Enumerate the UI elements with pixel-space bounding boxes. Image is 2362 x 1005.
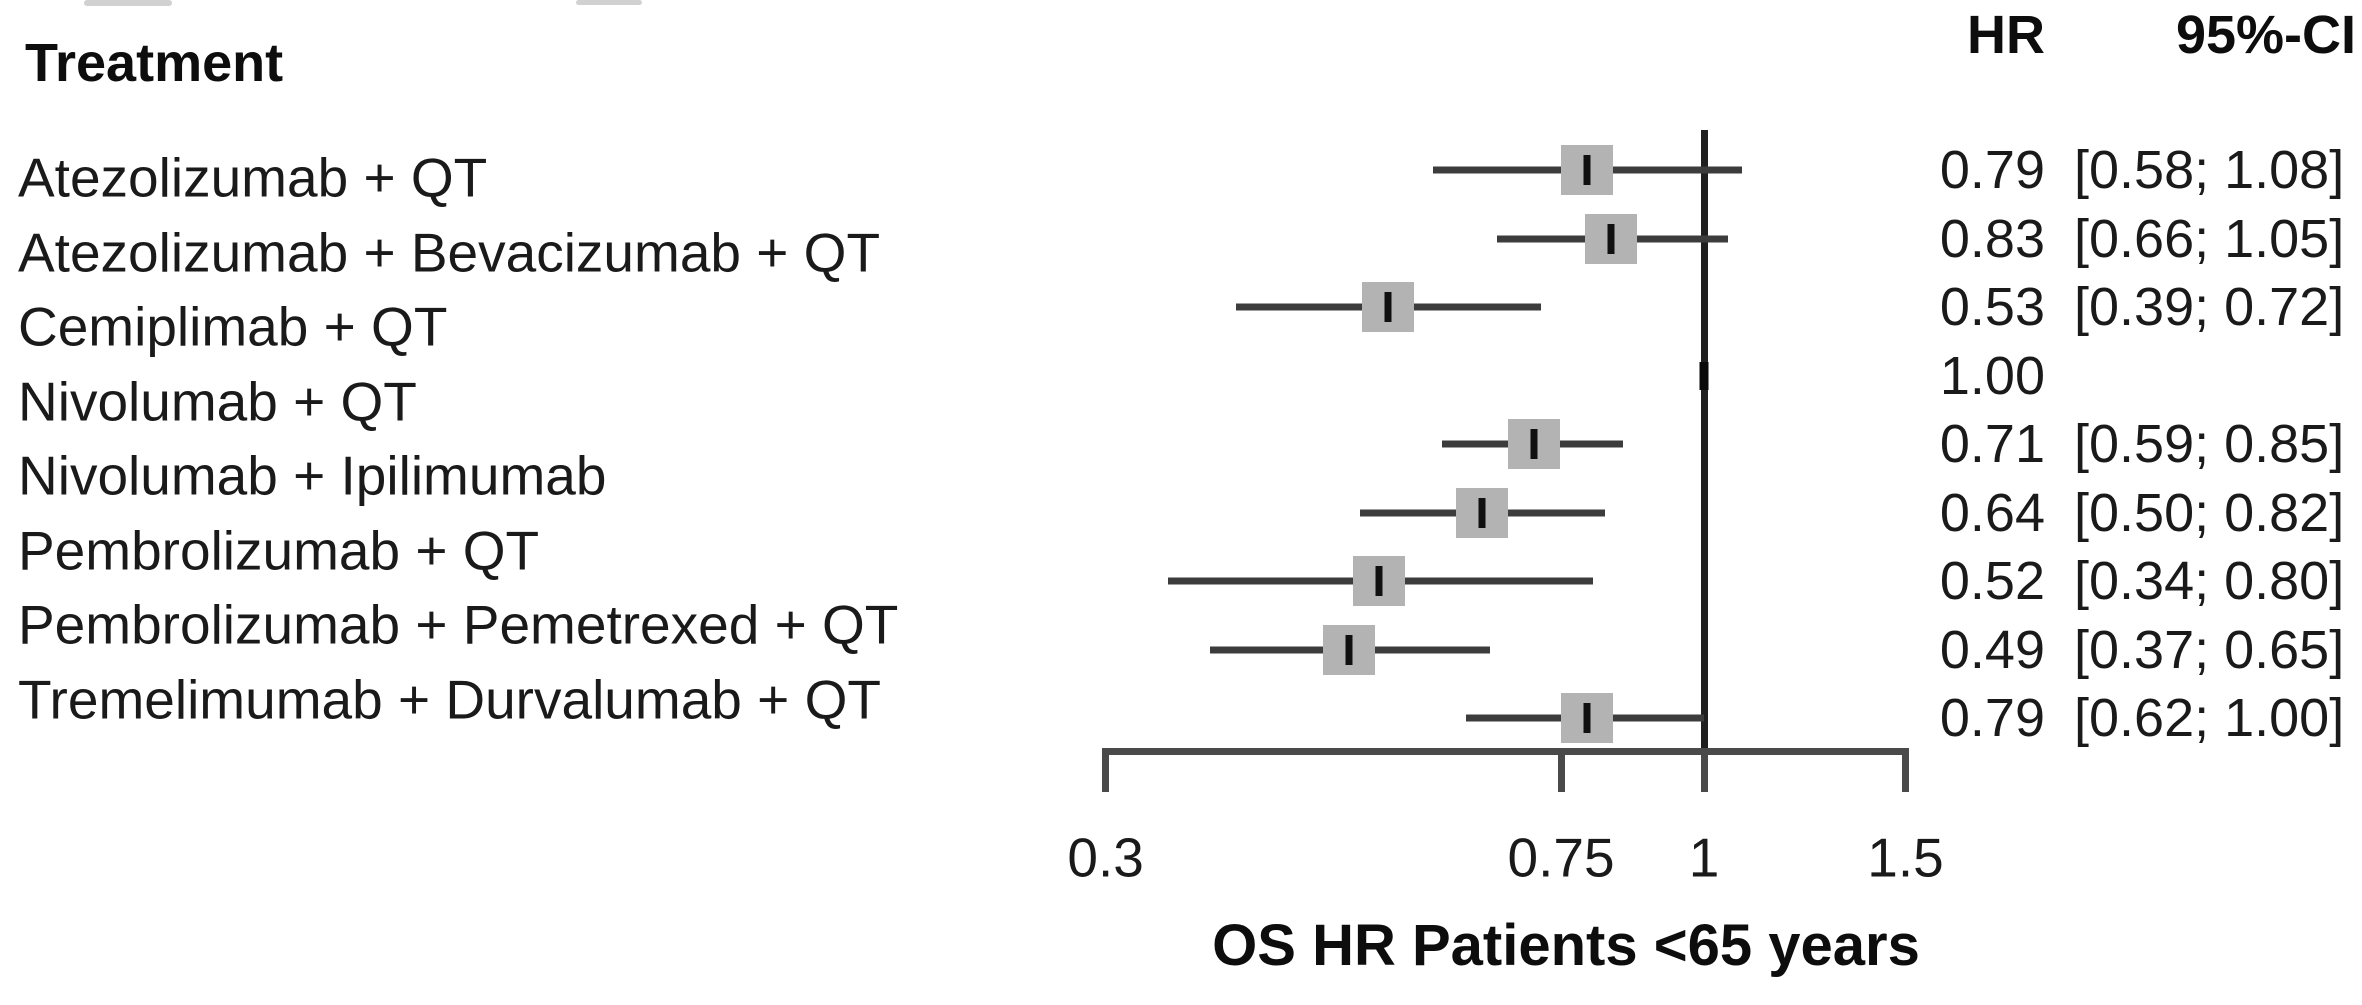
x-axis-tick	[1902, 752, 1910, 792]
ci-value: [0.66; 1.05]	[2074, 208, 2345, 269]
hr-column-header: HR	[1967, 5, 2045, 65]
ci-value: [0.58; 1.08]	[2074, 140, 2345, 200]
treatment-label: Tremelimumab + Durvalumab + QT	[18, 668, 881, 731]
reference-point-tick	[1699, 361, 1709, 390]
hr-value: 0.53	[1939, 277, 2045, 337]
ci-value: [0.62; 1.00]	[2074, 688, 2345, 748]
crop-artifact	[84, 0, 172, 6]
x-axis-tick-label: 0.75	[1507, 826, 1615, 889]
treatment-column-header: Treatment	[25, 33, 284, 93]
x-axis-tick	[1700, 752, 1708, 792]
ci-value: [0.37; 0.65]	[2074, 619, 2345, 680]
ci-value: [0.50; 0.82]	[2074, 482, 2345, 543]
treatment-label: Atezolizumab + QT	[18, 146, 488, 209]
point-estimate-tick	[1478, 497, 1486, 528]
hr-value: 1.00	[1939, 345, 2045, 406]
point-estimate-tick	[1530, 429, 1538, 459]
treatment-label: Nivolumab + QT	[18, 370, 417, 433]
ci-value: [0.39; 0.72]	[2074, 277, 2345, 337]
point-estimate-tick	[1384, 292, 1392, 322]
ci-column-header: 95%-CI	[2175, 5, 2356, 65]
x-axis-tick	[1557, 752, 1565, 792]
hr-value: 0.49	[1939, 619, 2045, 680]
hr-value: 0.52	[1939, 551, 2045, 611]
point-estimate-tick	[1583, 155, 1591, 185]
reference-line	[1700, 130, 1708, 790]
hr-value: 0.64	[1939, 482, 2045, 543]
x-axis-tick	[1102, 752, 1110, 792]
treatment-label: Cemiplimab + QT	[18, 295, 448, 358]
x-axis-line	[1102, 748, 1910, 755]
point-estimate-tick	[1583, 703, 1591, 733]
point-estimate-tick	[1375, 566, 1383, 596]
treatment-label: Pembrolizumab + QT	[18, 519, 540, 582]
hr-value: 0.79	[1939, 688, 2045, 748]
point-estimate-tick	[1607, 223, 1615, 254]
hr-value: 0.83	[1939, 208, 2045, 269]
ci-value: [0.34; 0.80]	[2074, 551, 2345, 611]
hr-value: 0.79	[1939, 140, 2045, 200]
x-axis-title: OS HR Patients <65 years	[1212, 913, 1920, 978]
point-estimate-tick	[1345, 634, 1353, 665]
hr-value: 0.71	[1939, 414, 2045, 474]
treatment-label: Pembrolizumab + Pemetrexed + QT	[18, 593, 899, 656]
ci-value: [0.59; 0.85]	[2074, 414, 2345, 474]
x-axis-tick-label: 0.3	[1067, 826, 1144, 889]
x-axis-tick-label: 1.5	[1867, 826, 1944, 889]
treatment-label: Nivolumab + Ipilimumab	[18, 444, 607, 507]
treatment-label: Atezolizumab + Bevacizumab + QT	[18, 221, 881, 284]
crop-artifact	[576, 0, 642, 5]
x-axis-tick-label: 1	[1688, 826, 1720, 889]
